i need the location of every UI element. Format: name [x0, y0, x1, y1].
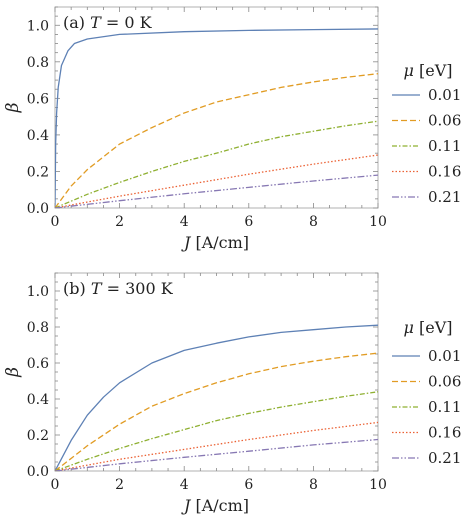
series-line-0-16: [55, 421, 378, 471]
x-tick-label: 8: [309, 477, 318, 493]
x-tick-label: 0: [51, 214, 60, 230]
x-tick-label: 8: [309, 214, 318, 230]
legend-entry: 0.01: [428, 347, 461, 365]
panel-title: (b) T = 300 K: [63, 279, 174, 298]
x-tick-label: 0: [51, 477, 60, 493]
legend-entry: 0.01: [428, 86, 461, 104]
x-tick-label: 10: [369, 214, 387, 230]
x-tick-label: 10: [369, 477, 387, 493]
series-line-0-21: [55, 438, 378, 471]
series-line-0-06: [55, 352, 378, 471]
legend-entry: 0.16: [428, 424, 461, 442]
y-tick-label: 0.0: [27, 201, 49, 217]
legend-title: μ [eV]: [403, 318, 452, 337]
y-tick-label: 0.2: [27, 428, 49, 444]
x-tick-label: 2: [115, 214, 124, 230]
y-axis-label: β: [3, 102, 23, 113]
y-tick-label: 0.6: [27, 91, 49, 107]
x-axis-label: J [A/cm]: [181, 233, 249, 252]
legend-entry: 0.21: [428, 449, 461, 467]
y-tick-label: 0.8: [27, 55, 49, 71]
y-tick-label: 0.6: [27, 356, 49, 372]
series-line-0-01: [55, 324, 378, 471]
y-tick-label: 0.0: [27, 464, 49, 480]
x-tick-label: 4: [180, 214, 189, 230]
series-line-0-01: [55, 28, 378, 208]
y-tick-label: 1.0: [27, 18, 49, 34]
y-axis-label: β: [3, 367, 23, 378]
plot-frame: [54, 272, 379, 472]
y-tick-label: 0.4: [27, 392, 49, 408]
y-tick-label: 0.8: [27, 320, 49, 336]
x-tick-label: 4: [180, 477, 189, 493]
series-line-0-21: [55, 174, 378, 208]
legend: μ [eV] 0.01 0.06 0.11 0.16 0.21: [392, 318, 461, 467]
legend-entry: 0.11: [428, 137, 461, 155]
x-tick-label: 2: [115, 477, 124, 493]
y-tick-label: 1.0: [27, 284, 49, 300]
x-tick-label: 6: [244, 477, 253, 493]
y-tick-label: 0.2: [27, 164, 49, 180]
series-line-0-06: [55, 73, 378, 208]
panel-b: 0 2 4 6 8 10 0.0 0.2 0.4 0.6 0.8 1.0 J [A/cm] β (b) T …: [3, 272, 461, 515]
x-tick-label: 6: [244, 214, 253, 230]
legend-entry: 0.06: [428, 112, 461, 130]
legend-entry: 0.11: [428, 398, 461, 416]
series-line-0-11: [55, 391, 378, 471]
y-tick-label: 0.4: [27, 128, 49, 144]
panel-a: 0 2 4 6 8 10 0.0 0.2 0.4 0.6 0.8 1.0 J [A/cm] β (a) T …: [3, 6, 461, 252]
series-line-0-11: [55, 120, 378, 208]
x-axis-label: J [A/cm]: [181, 496, 249, 515]
legend-entry: 0.16: [428, 163, 461, 181]
legend-entry: 0.06: [428, 373, 461, 391]
legend-title: μ [eV]: [403, 61, 452, 80]
panel-title: (a) T = 0 K: [63, 13, 153, 32]
legend-entry: 0.21: [428, 188, 461, 206]
series-line-0-16: [55, 154, 378, 208]
legend: μ [eV] 0.01 0.06 0.11 0.16 0.21: [392, 61, 461, 206]
